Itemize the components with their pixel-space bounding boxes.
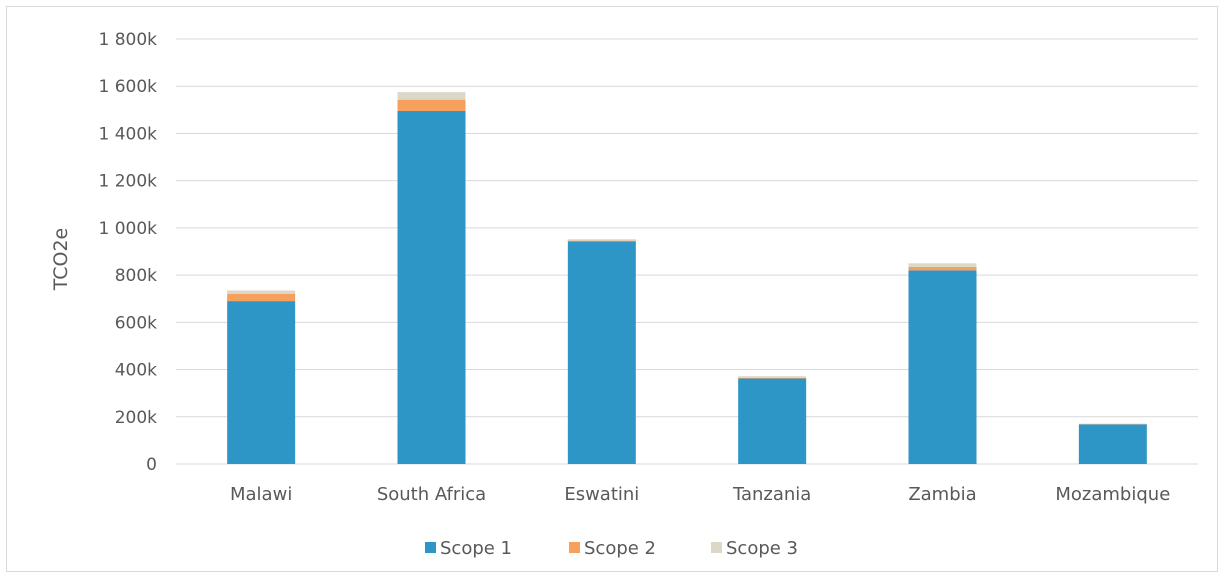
y-tick-label: 600k <box>115 313 157 333</box>
bar-scope-1-eswatini <box>567 241 636 464</box>
y-tick-label: 0 <box>146 455 157 475</box>
bar-scope-3-malawi <box>227 290 296 294</box>
x-category-label: South Africa <box>377 484 486 505</box>
bar-scope-3-south-africa <box>397 92 466 100</box>
bars <box>227 92 1147 464</box>
bar-scope-2-south-africa <box>397 99 466 112</box>
y-tick-label: 1 200k <box>98 172 157 192</box>
y-tick-label: 1 400k <box>98 124 157 144</box>
y-axis-ticks: 0 200k 400k 600k 800k 1 000k 1 200k 1 400k 1 600… <box>98 30 157 475</box>
y-axis-title: TCO2e <box>50 228 72 292</box>
x-category-label: Tanzania <box>732 484 811 505</box>
x-category-label: Eswatini <box>564 484 639 505</box>
bar-scope-2-tanzania <box>738 377 807 379</box>
bar-scope-1-mozambique <box>1078 424 1147 464</box>
x-category-label: Mozambique <box>1055 484 1170 505</box>
legend-swatch <box>569 542 580 553</box>
bar-scope-3-eswatini <box>567 239 636 241</box>
y-tick-label: 1 000k <box>98 219 157 239</box>
legend-label: Scope 1 <box>440 538 512 559</box>
y-tick-label: 200k <box>115 408 157 428</box>
bar-scope-2-malawi <box>227 294 296 302</box>
bar-scope-1-zambia <box>908 270 977 464</box>
y-tick-label: 1 800k <box>98 30 157 50</box>
x-category-label: Zambia <box>908 484 976 505</box>
gridlines <box>176 38 1198 465</box>
bar-scope-1-south-africa <box>397 111 466 464</box>
x-axis-categories: Malawi South Africa Eswatini Tanzania Zambia… <box>230 484 1170 505</box>
bar-scope-1-tanzania <box>738 378 807 464</box>
y-tick-label: 400k <box>115 361 157 381</box>
x-category-label: Malawi <box>230 484 292 505</box>
legend: Scope 1 Scope 2 Scope 3 <box>425 538 798 559</box>
y-tick-label: 800k <box>115 266 157 286</box>
legend-label: Scope 2 <box>584 538 656 559</box>
y-tick-label: 1 600k <box>98 77 157 97</box>
bar-scope-3-zambia <box>908 263 977 267</box>
legend-label: Scope 3 <box>726 538 798 559</box>
bar-scope-2-eswatini <box>567 240 636 242</box>
legend-swatch <box>425 542 436 553</box>
bar-scope-3-tanzania <box>738 376 807 378</box>
bar-scope-2-zambia <box>908 266 977 271</box>
legend-swatch <box>711 542 722 553</box>
bar-scope-1-malawi <box>227 301 296 464</box>
